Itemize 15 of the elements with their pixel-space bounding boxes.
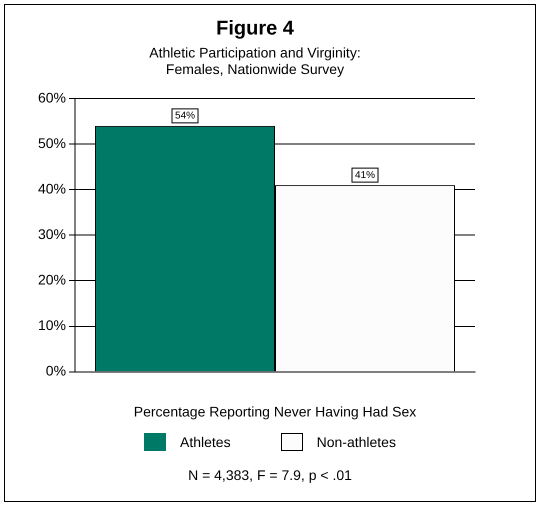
y-tick-label: 50% — [38, 134, 66, 151]
y-tick-label: 0% — [46, 362, 66, 379]
legend-label: Athletes — [180, 434, 231, 450]
chart-title: Figure 4 — [216, 18, 295, 40]
chart-subtitle: Athletic Participation and Virginity: Females, Nationwide Survey — [149, 44, 361, 78]
legend-label: Non-athletes — [316, 434, 396, 450]
data-label: 41% — [355, 170, 376, 181]
y-tick-label: 20% — [38, 272, 66, 288]
y-tick-label: 40% — [38, 180, 66, 197]
y-tick-label: 30% — [38, 226, 66, 242]
y-tick-label: 10% — [38, 317, 66, 334]
y-tick-label: 60% — [38, 89, 66, 106]
text: N = 4,383, F = 7.9, p < .01 — [187, 467, 353, 483]
x-axis-title: Percentage Reporting Never Having Had Sex — [134, 403, 416, 420]
data-label: 54% — [175, 110, 196, 122]
